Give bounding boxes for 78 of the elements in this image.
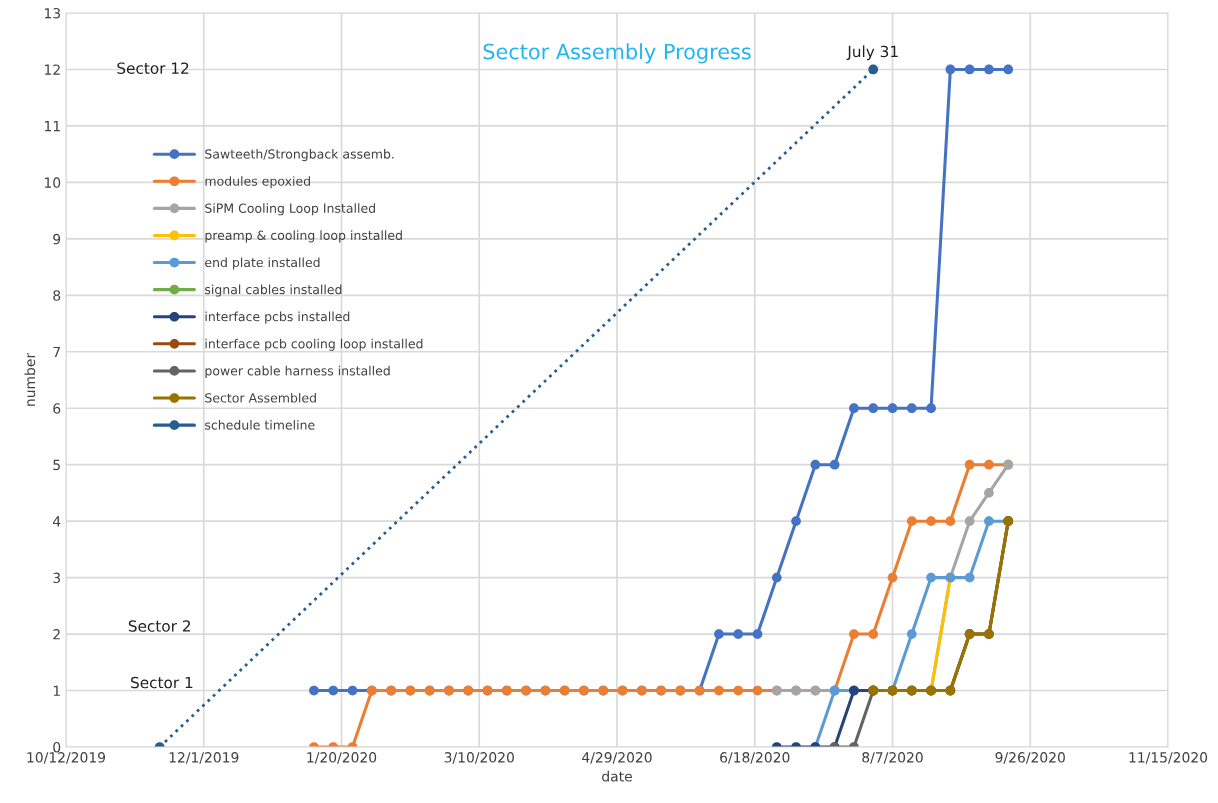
point bbox=[945, 64, 956, 75]
legend-label: interface pcb cooling loop installed bbox=[205, 338, 423, 351]
legend-label: end plate installed bbox=[205, 257, 320, 270]
point bbox=[733, 629, 744, 639]
point bbox=[752, 629, 763, 639]
y-tick-label: 0 bbox=[53, 741, 61, 753]
legend-label: power cable harness installed bbox=[205, 365, 390, 378]
point bbox=[964, 516, 975, 527]
point bbox=[926, 403, 936, 414]
point bbox=[752, 685, 763, 696]
legend-label: Sawteeth/Strongback assemb. bbox=[205, 149, 394, 162]
y-tick-label: 12 bbox=[44, 64, 60, 75]
annotation: July 31 bbox=[846, 45, 898, 61]
x-tick-label: 11/15/2020 bbox=[1129, 752, 1208, 764]
x-tick-label: 3/10/2020 bbox=[444, 752, 514, 764]
point bbox=[810, 459, 821, 470]
y-tick-label: 9 bbox=[53, 233, 61, 245]
point bbox=[309, 685, 319, 696]
point bbox=[347, 685, 358, 696]
y-tick-label: 11 bbox=[44, 121, 60, 132]
y-tick-label: 5 bbox=[53, 459, 60, 471]
legend-label: SiPM Cooling Loop Installed bbox=[205, 203, 375, 216]
point bbox=[984, 516, 994, 527]
x-tick-label: 4/29/2020 bbox=[582, 752, 652, 764]
legend-label: preamp & cooling loop installed bbox=[205, 230, 402, 243]
point bbox=[771, 572, 782, 583]
x-tick-label: 8/7/2020 bbox=[862, 752, 923, 764]
point bbox=[926, 572, 936, 583]
x-axis-title: date bbox=[602, 770, 632, 782]
y-tick-label: 8 bbox=[53, 290, 61, 301]
point bbox=[964, 64, 975, 75]
text: Sector Assembly Progress bbox=[483, 43, 751, 64]
y-tick-label: 13 bbox=[44, 7, 61, 19]
point bbox=[791, 516, 801, 527]
x-tick-label: 6/18/2020 bbox=[720, 752, 790, 764]
annotation: Sector 2 bbox=[128, 620, 190, 632]
point bbox=[984, 488, 994, 498]
point bbox=[887, 403, 898, 414]
point bbox=[906, 629, 917, 639]
point bbox=[964, 572, 975, 583]
point bbox=[829, 459, 840, 470]
legend-label: interface pcbs installed bbox=[205, 311, 350, 324]
legend-label: signal cables installed bbox=[205, 284, 342, 297]
y-tick-label: 7 bbox=[53, 346, 60, 358]
x-tick-label: 1/20/2020 bbox=[307, 752, 377, 764]
y-tick-label: 3 bbox=[53, 572, 61, 584]
point bbox=[328, 685, 339, 696]
point bbox=[906, 516, 917, 527]
y-tick-label: 1 bbox=[53, 685, 60, 696]
annotation: Sector 1 bbox=[131, 676, 193, 689]
point bbox=[714, 629, 724, 639]
y-tick-label: 4 bbox=[52, 516, 61, 527]
y-tick-label: 6 bbox=[53, 403, 61, 414]
point bbox=[868, 629, 879, 639]
x-tick-label: 10/12/2019 bbox=[27, 752, 106, 764]
y-tick-label: 10 bbox=[44, 177, 61, 188]
point bbox=[849, 403, 859, 414]
point bbox=[926, 516, 936, 527]
point bbox=[733, 685, 744, 696]
y-tick-label: 2 bbox=[53, 629, 60, 640]
point bbox=[887, 572, 898, 583]
point bbox=[984, 64, 994, 75]
annotation: Sector 12 bbox=[117, 62, 189, 74]
x-tick-label: 12/1/2019 bbox=[169, 752, 239, 764]
point bbox=[906, 403, 917, 414]
point bbox=[984, 459, 994, 470]
x-tick-label: 9/26/2020 bbox=[995, 752, 1065, 764]
point bbox=[964, 459, 975, 470]
point bbox=[945, 516, 956, 527]
point bbox=[868, 64, 879, 75]
point bbox=[714, 685, 724, 696]
legend-label: schedule timeline bbox=[205, 420, 315, 430]
point bbox=[1003, 64, 1014, 75]
point bbox=[849, 629, 859, 639]
legend-label: Sector Assembled bbox=[205, 392, 316, 403]
legend-label: modules epoxied bbox=[205, 176, 310, 189]
y-axis-title: number bbox=[24, 352, 36, 406]
point bbox=[868, 403, 879, 414]
